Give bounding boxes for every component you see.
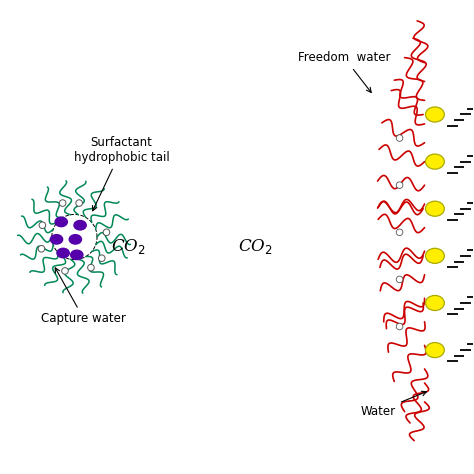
Ellipse shape [69,235,82,244]
Circle shape [39,222,46,228]
Ellipse shape [426,295,444,310]
Text: Water: Water [361,391,427,418]
Text: Surfactant
hydrophobic tail: Surfactant hydrophobic tail [73,136,169,211]
Ellipse shape [426,201,444,216]
Ellipse shape [71,250,83,260]
Ellipse shape [426,248,444,264]
Ellipse shape [426,107,444,122]
Circle shape [99,255,105,262]
Circle shape [103,229,110,236]
Circle shape [62,268,68,274]
Text: CO$_2$: CO$_2$ [111,237,146,256]
Text: Capture water: Capture water [41,268,126,325]
Ellipse shape [426,343,444,357]
Circle shape [396,323,403,330]
Text: Freedom  water: Freedom water [298,52,391,92]
Circle shape [396,135,403,141]
Circle shape [38,246,45,252]
Circle shape [396,182,403,189]
Circle shape [396,276,403,283]
Ellipse shape [74,220,86,230]
Ellipse shape [426,154,444,169]
Text: CO$_2$: CO$_2$ [238,237,273,256]
Circle shape [59,200,66,206]
Ellipse shape [57,248,69,258]
Circle shape [76,200,82,206]
Ellipse shape [50,235,63,244]
Circle shape [88,264,94,271]
Circle shape [396,229,403,236]
Ellipse shape [55,217,67,227]
